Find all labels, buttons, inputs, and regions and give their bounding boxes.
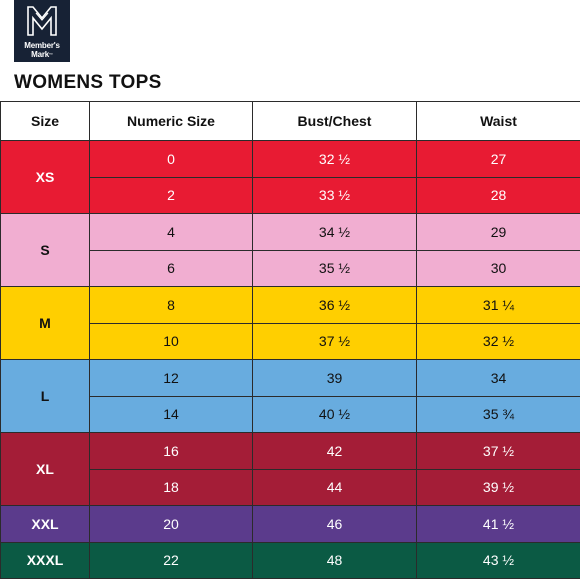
brand-logo: Member's Mark™ xyxy=(14,0,70,62)
size-row: 10 37 ½ 32 ½ xyxy=(0,322,580,360)
size-row: 2 33 ½ 28 xyxy=(0,176,580,214)
numeric-size-cell: 8 xyxy=(89,286,253,324)
numeric-size-cell: 22 xyxy=(89,541,253,579)
size-row: XL 16 42 37 ½ xyxy=(0,432,580,506)
numeric-size-cell: 2 xyxy=(89,176,253,214)
waist-cell: 31 ¼ xyxy=(416,286,580,324)
header-size: Size xyxy=(0,101,90,141)
waist-cell: 41 ½ xyxy=(416,505,580,543)
numeric-size-cell: 16 xyxy=(89,432,253,470)
bust-chest-cell: 33 ½ xyxy=(252,176,417,214)
numeric-size-cell: 18 xyxy=(89,468,253,506)
brand-trademark: ™ xyxy=(49,52,53,57)
waist-cell: 35 ¾ xyxy=(416,395,580,433)
waist-cell: 32 ½ xyxy=(416,322,580,360)
numeric-size-cell: 0 xyxy=(89,140,253,178)
header-bust-chest: Bust/Chest xyxy=(252,101,417,141)
waist-cell: 34 xyxy=(416,359,580,397)
bust-chest-cell: 42 xyxy=(252,432,417,470)
bust-chest-cell: 46 xyxy=(252,505,417,543)
size-label: XXL xyxy=(0,505,90,543)
size-label: XL xyxy=(0,432,90,506)
numeric-size-cell: 6 xyxy=(89,249,253,287)
waist-cell: 39 ½ xyxy=(416,468,580,506)
waist-cell: 28 xyxy=(416,176,580,214)
brand-name-line2: Mark xyxy=(31,50,50,59)
waist-cell: 29 xyxy=(416,213,580,251)
size-chart-body: XS 0 32 ½ 27 2 33 ½ 28 S 4 34 ½ 29 6 35 ½ 30 M 8 36 ½ 31 … xyxy=(0,140,580,579)
brand-name-line1: Member's xyxy=(24,41,60,50)
size-label: XS xyxy=(0,140,90,214)
size-row: L 12 39 34 xyxy=(0,359,580,433)
size-row: M 8 36 ½ 31 ¼ xyxy=(0,286,580,360)
header-numeric-size: Numeric Size xyxy=(89,101,253,141)
size-row: XXXL 22 48 43 ½ xyxy=(0,541,580,579)
bust-chest-cell: 48 xyxy=(252,541,417,579)
size-row: 18 44 39 ½ xyxy=(0,468,580,506)
size-label: S xyxy=(0,213,90,287)
bust-chest-cell: 35 ½ xyxy=(252,249,417,287)
waist-cell: 37 ½ xyxy=(416,432,580,470)
size-row: 6 35 ½ 30 xyxy=(0,249,580,287)
page-title: WOMENS TOPS xyxy=(14,72,162,93)
bust-chest-cell: 44 xyxy=(252,468,417,506)
size-label: L xyxy=(0,359,90,433)
waist-cell: 27 xyxy=(416,140,580,178)
mm-monogram-icon xyxy=(27,6,57,36)
numeric-size-cell: 4 xyxy=(89,213,253,251)
bust-chest-cell: 40 ½ xyxy=(252,395,417,433)
header-row: Size Numeric Size Bust/Chest Waist xyxy=(0,101,580,141)
bust-chest-cell: 39 xyxy=(252,359,417,397)
bust-chest-cell: 36 ½ xyxy=(252,286,417,324)
bust-chest-cell: 37 ½ xyxy=(252,322,417,360)
size-row: S 4 34 ½ 29 xyxy=(0,213,580,287)
size-label: M xyxy=(0,286,90,360)
waist-cell: 30 xyxy=(416,249,580,287)
size-row: XXL 20 46 41 ½ xyxy=(0,505,580,543)
waist-cell: 43 ½ xyxy=(416,541,580,579)
size-row: XS 0 32 ½ 27 xyxy=(0,140,580,214)
numeric-size-cell: 12 xyxy=(89,359,253,397)
numeric-size-cell: 10 xyxy=(89,322,253,360)
numeric-size-cell: 20 xyxy=(89,505,253,543)
size-label: XXXL xyxy=(0,541,90,579)
header-waist: Waist xyxy=(416,101,580,141)
numeric-size-cell: 14 xyxy=(89,395,253,433)
size-chart-table: Size Numeric Size Bust/Chest Waist XS 0 32… xyxy=(0,101,580,579)
bust-chest-cell: 34 ½ xyxy=(252,213,417,251)
bust-chest-cell: 32 ½ xyxy=(252,140,417,178)
